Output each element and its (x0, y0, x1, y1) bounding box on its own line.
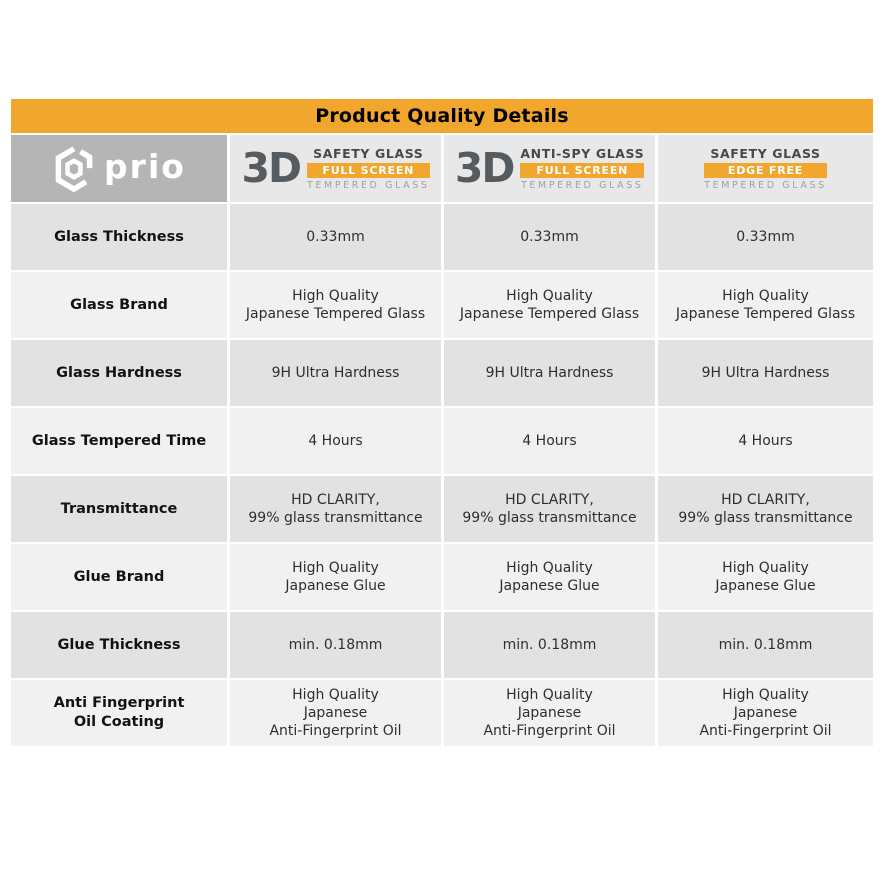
product-quality-table: Product Quality Details prio 3D SAFETY G… (11, 99, 873, 746)
row-label-glass-brand: Glass Brand (11, 272, 227, 338)
brand-name: prio (104, 147, 186, 186)
row-label-glue-brand: Glue Brand (11, 544, 227, 610)
column-header-safety-glass-edge-free: SAFETY GLASS EDGE FREE TEMPERED GLASS (658, 135, 873, 202)
product-title-stack: SAFETY GLASS FULL SCREEN TEMPERED GLASS (307, 146, 430, 191)
prio-hexagon-logo-icon (52, 145, 96, 193)
cell-value: HD CLARITY, 99% glass transmittance (230, 476, 441, 542)
cell-value: 9H Ultra Hardness (230, 340, 441, 406)
product-subtitle: TEMPERED GLASS (307, 180, 430, 191)
cell-value: 0.33mm (444, 204, 655, 270)
cell-value: 4 Hours (444, 408, 655, 474)
product-name: ANTI-SPY GLASS (520, 146, 645, 161)
brand-logo-cell: prio (11, 135, 227, 202)
cell-value: 9H Ultra Hardness (444, 340, 655, 406)
product-name: SAFETY GLASS (313, 146, 424, 161)
cell-value: 9H Ultra Hardness (658, 340, 873, 406)
cell-value: High Quality Japanese Tempered Glass (230, 272, 441, 338)
cell-value: 4 Hours (658, 408, 873, 474)
row-label-anti-fingerprint-oil-coating: Anti Fingerprint Oil Coating (11, 680, 227, 746)
row-label-glass-tempered-time: Glass Tempered Time (11, 408, 227, 474)
3d-prefix-text: 3D (241, 144, 302, 192)
page-title: Product Quality Details (11, 99, 873, 133)
product-badge: FULL SCREEN (307, 163, 430, 178)
cell-value: High Quality Japanese Glue (230, 544, 441, 610)
cell-value: 0.33mm (230, 204, 441, 270)
cell-value: 0.33mm (658, 204, 873, 270)
cell-value: min. 0.18mm (444, 612, 655, 678)
cell-value: High Quality Japanese Glue (444, 544, 655, 610)
cell-value: 4 Hours (230, 408, 441, 474)
column-header-3d-safety-glass: 3D SAFETY GLASS FULL SCREEN TEMPERED GLA… (230, 135, 441, 202)
row-label-glass-hardness: Glass Hardness (11, 340, 227, 406)
product-badge: EDGE FREE (704, 163, 827, 178)
cell-value: min. 0.18mm (230, 612, 441, 678)
product-subtitle: TEMPERED GLASS (521, 180, 644, 191)
cell-value: High Quality Japanese Anti-Fingerprint O… (230, 680, 441, 746)
product-name: SAFETY GLASS (710, 146, 821, 161)
cell-value: High Quality Japanese Anti-Fingerprint O… (658, 680, 873, 746)
product-badge: FULL SCREEN (520, 163, 645, 178)
cell-value: HD CLARITY, 99% glass transmittance (658, 476, 873, 542)
column-header-3d-anti-spy-glass: 3D ANTI-SPY GLASS FULL SCREEN TEMPERED G… (444, 135, 655, 202)
cell-value: High Quality Japanese Tempered Glass (444, 272, 655, 338)
cell-value: HD CLARITY, 99% glass transmittance (444, 476, 655, 542)
row-label-glue-thickness: Glue Thickness (11, 612, 227, 678)
cell-value: High Quality Japanese Tempered Glass (658, 272, 873, 338)
cell-value: min. 0.18mm (658, 612, 873, 678)
row-label-glass-thickness: Glass Thickness (11, 204, 227, 270)
product-title-stack: SAFETY GLASS EDGE FREE TEMPERED GLASS (704, 146, 827, 191)
product-subtitle: TEMPERED GLASS (704, 180, 827, 191)
3d-prefix-text: 3D (454, 144, 516, 192)
row-label-transmittance: Transmittance (11, 476, 227, 542)
cell-value: High Quality Japanese Glue (658, 544, 873, 610)
product-title-stack: ANTI-SPY GLASS FULL SCREEN TEMPERED GLAS… (520, 146, 645, 191)
cell-value: High Quality Japanese Anti-Fingerprint O… (444, 680, 655, 746)
